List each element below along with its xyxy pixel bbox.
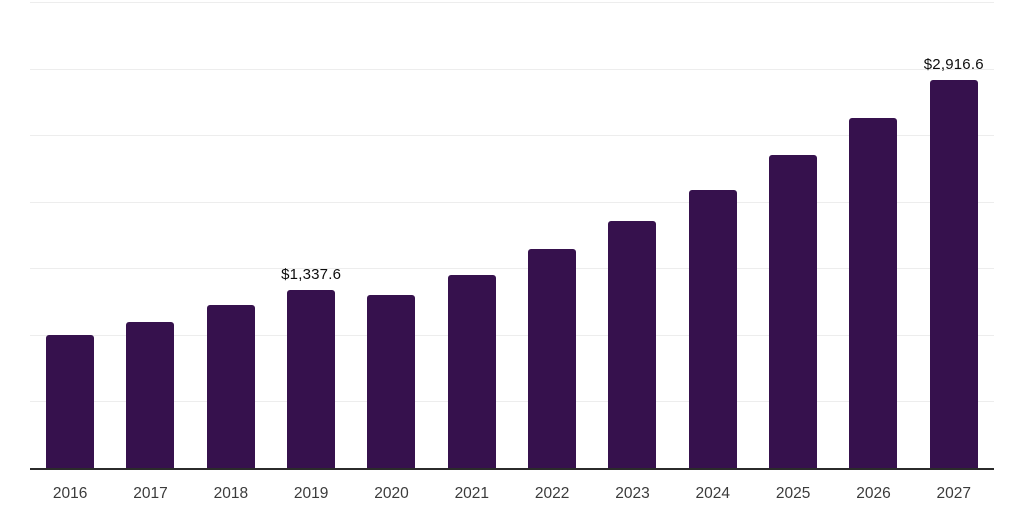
x-axis: 2016 2017 2018 2019 2020 2021 2022 2023 2024 2025… — [30, 472, 994, 512]
x-axis-label-2018: 2018 — [213, 485, 249, 502]
x-axis-label-2019: 2019 — [293, 485, 329, 502]
bar-2025 — [769, 155, 818, 468]
bar-2018 — [206, 304, 255, 468]
bar-2024 — [688, 190, 737, 468]
bar-slot-2024 — [673, 2, 753, 468]
gridline-2500 — [30, 135, 994, 137]
plot-area: $1,337.6 $2,916.6 — [30, 2, 994, 470]
bar-slot-2019: $1,337.6 — [271, 2, 351, 468]
gridline-500 — [30, 401, 994, 403]
x-axis-label-2023: 2023 — [615, 485, 650, 502]
bar-slot-2027: $2,916.6 — [914, 2, 994, 468]
x-axis-label-2027: 2027 — [936, 485, 972, 502]
bar-2023 — [608, 221, 657, 468]
bar-2022 — [528, 248, 577, 468]
bar-slot-2017 — [110, 2, 190, 468]
bar-slot-2026 — [833, 2, 913, 468]
bar-2021 — [447, 274, 496, 468]
bar-slot-2023 — [592, 2, 672, 468]
bar-2019 — [287, 289, 336, 468]
bar-2027 — [929, 79, 978, 468]
bar-slot-2021 — [432, 2, 512, 468]
x-axis-label-2021: 2021 — [454, 485, 490, 502]
bar-slot-2025 — [753, 2, 833, 468]
gridline-1500 — [30, 268, 994, 270]
gridline-3000 — [30, 68, 994, 70]
bar-value-label-2027: $2,916.6 — [923, 55, 984, 73]
bar-slot-2022 — [512, 2, 592, 468]
x-axis-label-2020: 2020 — [374, 485, 409, 502]
x-axis-label-2026: 2026 — [856, 485, 891, 502]
x-axis-label-2022: 2022 — [534, 485, 570, 502]
x-axis-label-2017: 2017 — [133, 485, 168, 502]
bar-slot-2018 — [191, 2, 271, 468]
gridline-3500 — [30, 2, 994, 3]
bar-slot-2016 — [30, 2, 110, 468]
bar-2020 — [367, 294, 416, 468]
x-axis-label-2016: 2016 — [52, 485, 88, 502]
gridline-1000 — [30, 334, 994, 336]
bar-2026 — [849, 117, 898, 468]
bar-2017 — [126, 321, 175, 468]
x-axis-label-2025: 2025 — [775, 485, 811, 502]
bar-slot-2020 — [351, 2, 431, 468]
bars-container: $1,337.6 $2,916.6 — [30, 2, 994, 468]
bar-2016 — [46, 334, 95, 468]
bar-value-label-2019: $1,337.6 — [281, 265, 342, 283]
x-axis-label-2024: 2024 — [695, 485, 731, 502]
gridline-2000 — [30, 201, 994, 203]
